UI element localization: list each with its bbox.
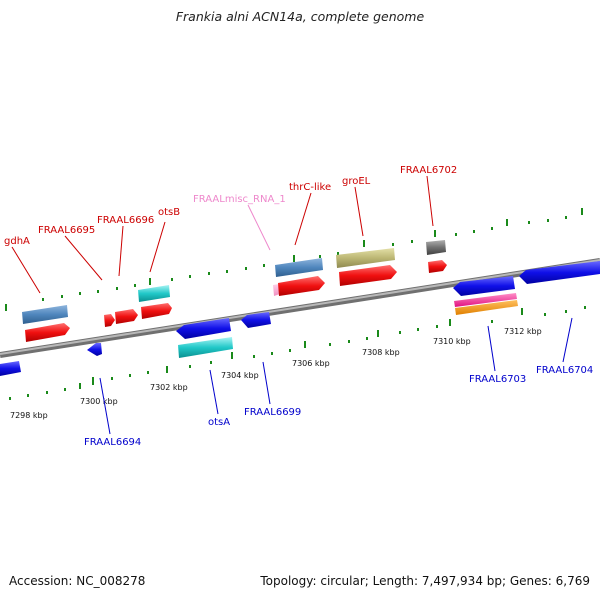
reverse-features <box>0 261 600 376</box>
gene-bar-FRAALmisc_RNA_1[interactable] <box>273 284 280 296</box>
tick-label-7298: 7298 kbp <box>10 411 48 420</box>
gene-arrow-otsB[interactable] <box>141 303 172 319</box>
page-title: Frankia alni ACN14a, complete genome <box>175 9 425 24</box>
gene-arrow-FRAAL6699[interactable] <box>241 312 271 328</box>
leader-FRAAL6695 <box>64 235 103 281</box>
leader-gdhA <box>11 246 41 294</box>
forward-features <box>22 240 447 342</box>
gene-bar-FRAAL6702[interactable] <box>426 240 446 255</box>
tick-label-7308: 7308 kbp <box>362 348 400 357</box>
accession-text: Accession: NC_008278 <box>9 574 146 588</box>
gene-bar-thrC-like[interactable] <box>275 258 323 277</box>
gene-label-FRAALmisc_RNA_1[interactable]: FRAALmisc_RNA_1 <box>193 194 286 205</box>
gene-bar-gdhA[interactable] <box>22 305 68 324</box>
gene-label-FRAAL6696[interactable]: FRAAL6696 <box>97 215 154 226</box>
gene-arrow-FRAAL6696[interactable] <box>115 309 138 324</box>
gene-bar-otsA[interactable] <box>178 337 233 358</box>
gene-label-thrC-like[interactable]: thrC-like <box>289 182 331 193</box>
tick-label-7304: 7304 kbp <box>221 371 259 380</box>
gene-label-otsB[interactable]: otsB <box>158 207 180 218</box>
forward-tick-row <box>5 208 583 311</box>
leader-FRAAL6703 <box>487 325 496 372</box>
tick-label-7310: 7310 kbp <box>433 337 471 346</box>
leader-FRAAL6702 <box>426 175 434 227</box>
gene-arrow-FRAAL6702[interactable] <box>428 260 447 273</box>
leader-FRAAL6699 <box>262 361 271 405</box>
leader-FRAALmisc_RNA_1 <box>247 204 271 251</box>
gene-bar-otsB[interactable] <box>138 285 170 302</box>
gene-arrow-FRAAL6694[interactable] <box>87 343 102 356</box>
gene-bar-orange[interactable] <box>455 300 518 315</box>
tick-label-7306: 7306 kbp <box>292 359 330 368</box>
gene-arrow-FRAAL6704[interactable] <box>519 261 600 284</box>
leader-FRAAL6704 <box>562 317 573 363</box>
gene-label-otsA[interactable]: otsA <box>208 417 230 428</box>
tick-label-7312: 7312 kbp <box>504 327 542 336</box>
leader-FRAAL6694 <box>99 377 111 435</box>
gene-arrow-groEL[interactable] <box>339 265 397 286</box>
gene-arrow-FRAAL6695[interactable] <box>104 314 115 327</box>
gene-arrow-gdhA[interactable] <box>25 323 70 342</box>
leader-otsA <box>209 369 219 415</box>
leader-thrC-like <box>294 192 312 246</box>
leader-FRAAL6696 <box>118 225 124 277</box>
leader-otsB <box>149 221 166 273</box>
gene-label-FRAAL6703[interactable]: FRAAL6703 <box>469 374 526 385</box>
gene-arrow-thrC-like[interactable] <box>278 276 325 296</box>
gene-label-FRAAL6695[interactable]: FRAAL6695 <box>38 225 95 236</box>
gene-bar-magenta[interactable] <box>454 293 517 307</box>
gene-label-FRAAL6694[interactable]: FRAAL6694 <box>84 437 141 448</box>
gene-label-groEL[interactable]: groEL <box>342 176 371 187</box>
genome-summary-text: Topology: circular; Length: 7,497,934 bp… <box>260 574 590 588</box>
gene-label-FRAAL6699[interactable]: FRAAL6699 <box>244 407 301 418</box>
gene-label-FRAAL6702[interactable]: FRAAL6702 <box>400 165 457 176</box>
tick-label-7302: 7302 kbp <box>150 383 188 392</box>
tick-label-7300: 7300 kbp <box>80 397 118 406</box>
reverse-tick-row <box>9 306 586 400</box>
genome-backbone-highlight <box>0 259 600 355</box>
gene-arrow-FRAAL6703[interactable] <box>453 276 515 296</box>
leader-groEL <box>354 186 364 237</box>
gene-label-FRAAL6704[interactable]: FRAAL6704 <box>536 365 593 376</box>
gene-arrow-left-edge[interactable] <box>0 361 21 376</box>
gene-bar-groEL[interactable] <box>336 248 395 268</box>
gene-arrow-otsA[interactable] <box>176 318 231 339</box>
gene-label-gdhA[interactable]: gdhA <box>4 236 30 247</box>
